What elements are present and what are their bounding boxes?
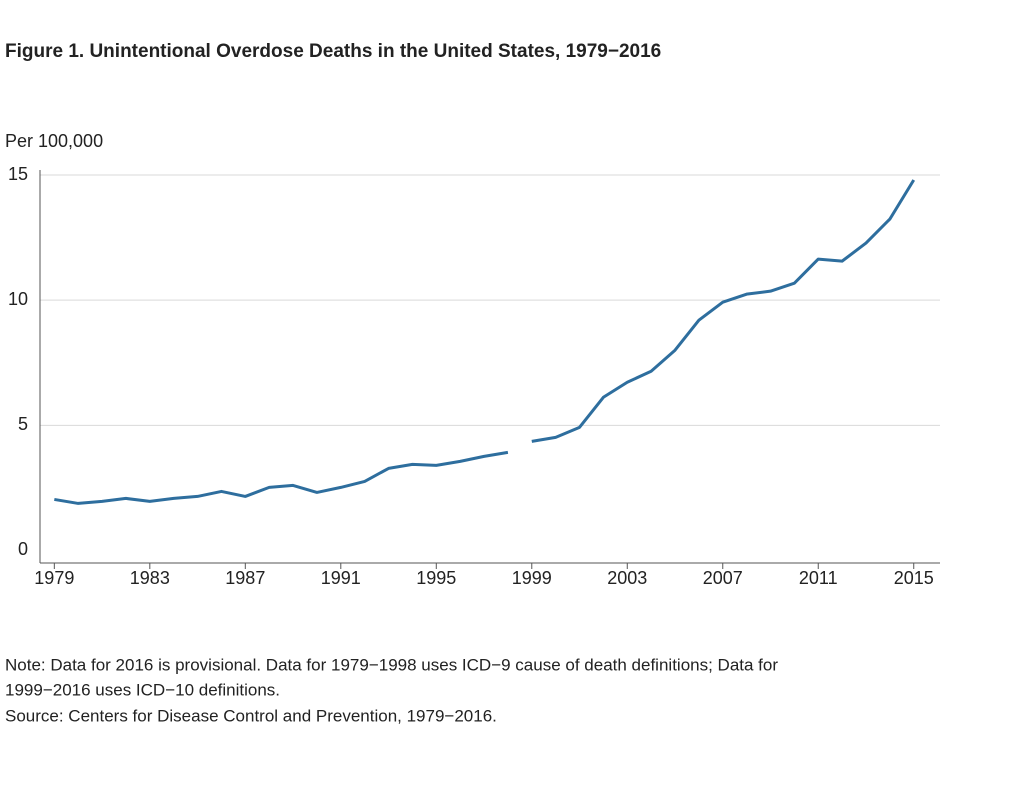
y-tick-label: 0	[18, 539, 28, 559]
y-tick-label: 15	[8, 164, 28, 184]
x-tick-label: 1995	[416, 568, 456, 588]
line	[54, 450, 509, 505]
x-tick-label: 2003	[607, 568, 647, 588]
note: Note: Data for 2016 is provisional. Data…	[5, 655, 778, 674]
x-tick-label: 1979	[34, 568, 74, 588]
x-tick-label: 2011	[799, 568, 838, 588]
x-tick-label: 1999	[512, 568, 552, 588]
y-tick-label: 5	[18, 414, 28, 434]
note: 1999−2016 uses ICD−10 definitions.	[5, 680, 280, 699]
y-axis-label: Per 100,000	[5, 131, 103, 151]
x-tick-label: 1983	[130, 568, 170, 588]
line	[531, 179, 916, 443]
x-tick-label: 1987	[225, 568, 265, 588]
chart-title: Figure 1. Unintentional Overdose Deaths …	[5, 41, 661, 62]
x-tick-label: 2007	[703, 568, 743, 588]
source: Source: Centers for Disease Control and …	[5, 706, 497, 725]
x-tick-label: 2015	[894, 568, 934, 588]
x-tick-label: 1991	[321, 568, 361, 588]
y-tick-label: 10	[8, 289, 28, 309]
